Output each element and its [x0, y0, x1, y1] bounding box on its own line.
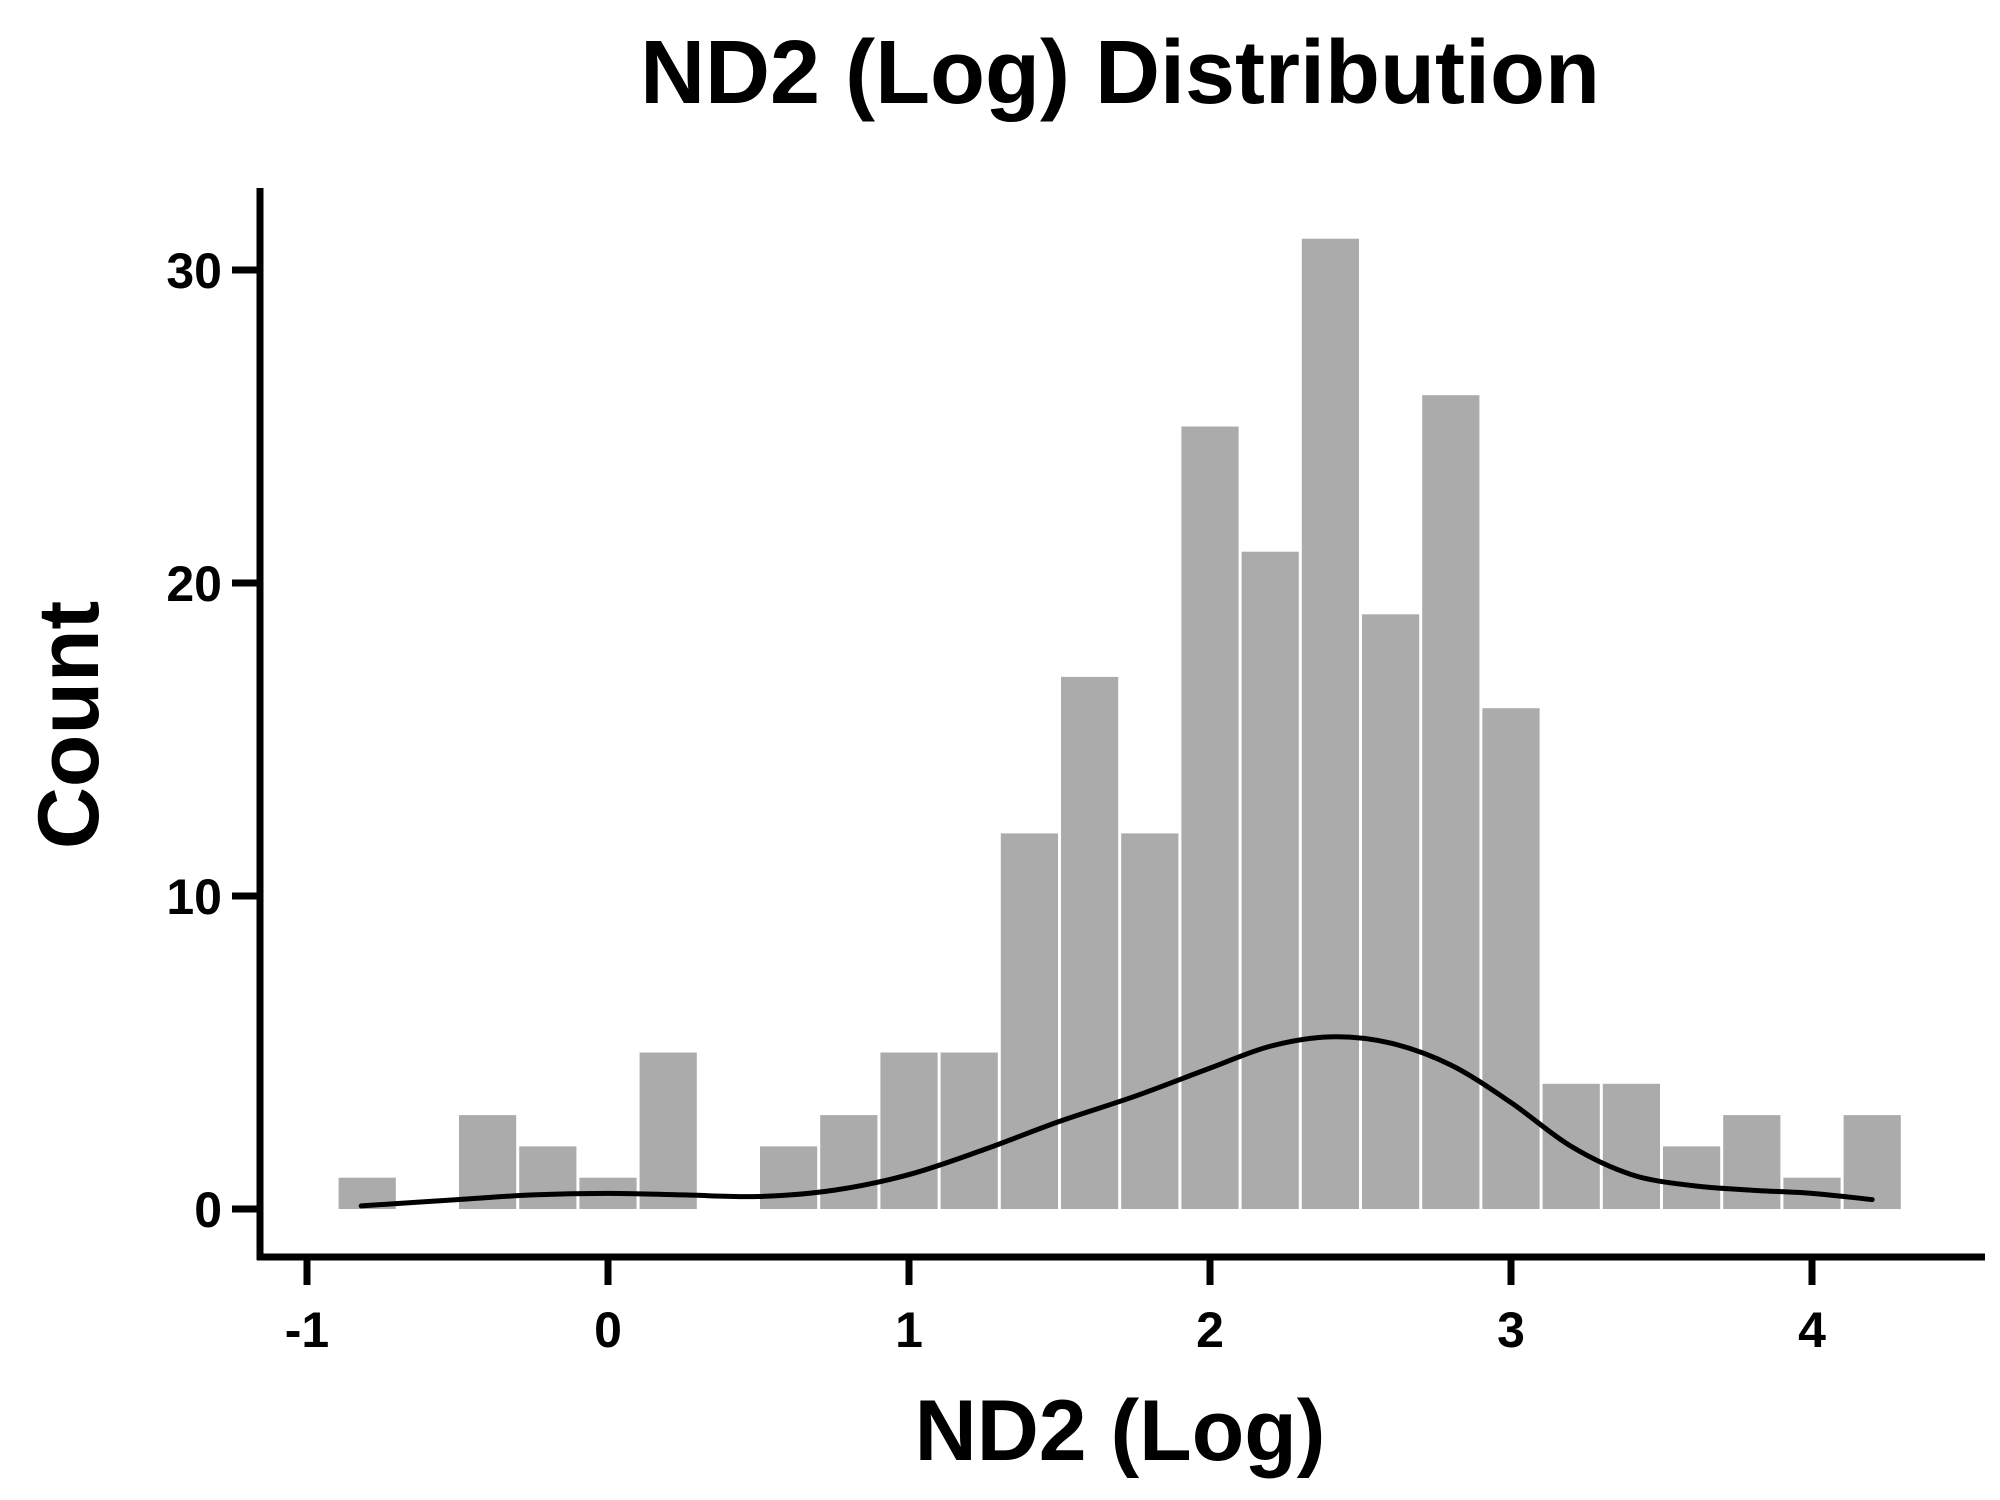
x-tick-label: 4	[1798, 1302, 1826, 1358]
histogram-bar	[519, 1146, 577, 1209]
histogram-bar	[1362, 614, 1420, 1209]
histogram-bar	[639, 1052, 697, 1209]
histogram-bar	[1181, 426, 1239, 1209]
histogram-bar	[1301, 238, 1359, 1209]
x-tick-label: 0	[594, 1302, 622, 1358]
y-tick-label: 30	[166, 243, 222, 299]
histogram-bar	[1482, 708, 1540, 1209]
histogram-bar	[1843, 1115, 1901, 1209]
x-tick-label: 3	[1497, 1302, 1525, 1358]
histogram-bar	[1723, 1115, 1781, 1209]
x-tick-label: 1	[895, 1302, 923, 1358]
histogram-bar	[820, 1115, 878, 1209]
histogram-bar	[940, 1052, 998, 1209]
y-tick-label: 0	[194, 1182, 222, 1238]
bars-layer	[338, 238, 1901, 1209]
histogram-bar	[459, 1115, 517, 1209]
histogram-bar	[760, 1146, 818, 1209]
y-tick-label: 10	[166, 869, 222, 925]
histogram-bar	[1663, 1146, 1721, 1209]
histogram-bar	[1241, 551, 1299, 1209]
density-curve	[358, 1034, 1875, 1209]
y-tick-label: 20	[166, 556, 222, 612]
histogram-bar	[1422, 395, 1480, 1209]
x-tick-label: -1	[285, 1302, 329, 1358]
x-axis-label: ND2 (Log)	[915, 1383, 1326, 1479]
axes-layer: 0 10 20 30 -1 0 1 2 3 4	[166, 188, 1985, 1358]
histogram-bar	[1121, 833, 1179, 1209]
histogram-bar	[880, 1052, 938, 1209]
x-tick-label: 2	[1196, 1302, 1224, 1358]
y-axis-label: Count	[21, 601, 117, 849]
chart-title: ND2 (Log) Distribution	[640, 23, 1600, 123]
histogram-bar	[1000, 833, 1058, 1209]
histogram-bar	[1061, 676, 1119, 1209]
histogram-bar	[1602, 1083, 1660, 1209]
